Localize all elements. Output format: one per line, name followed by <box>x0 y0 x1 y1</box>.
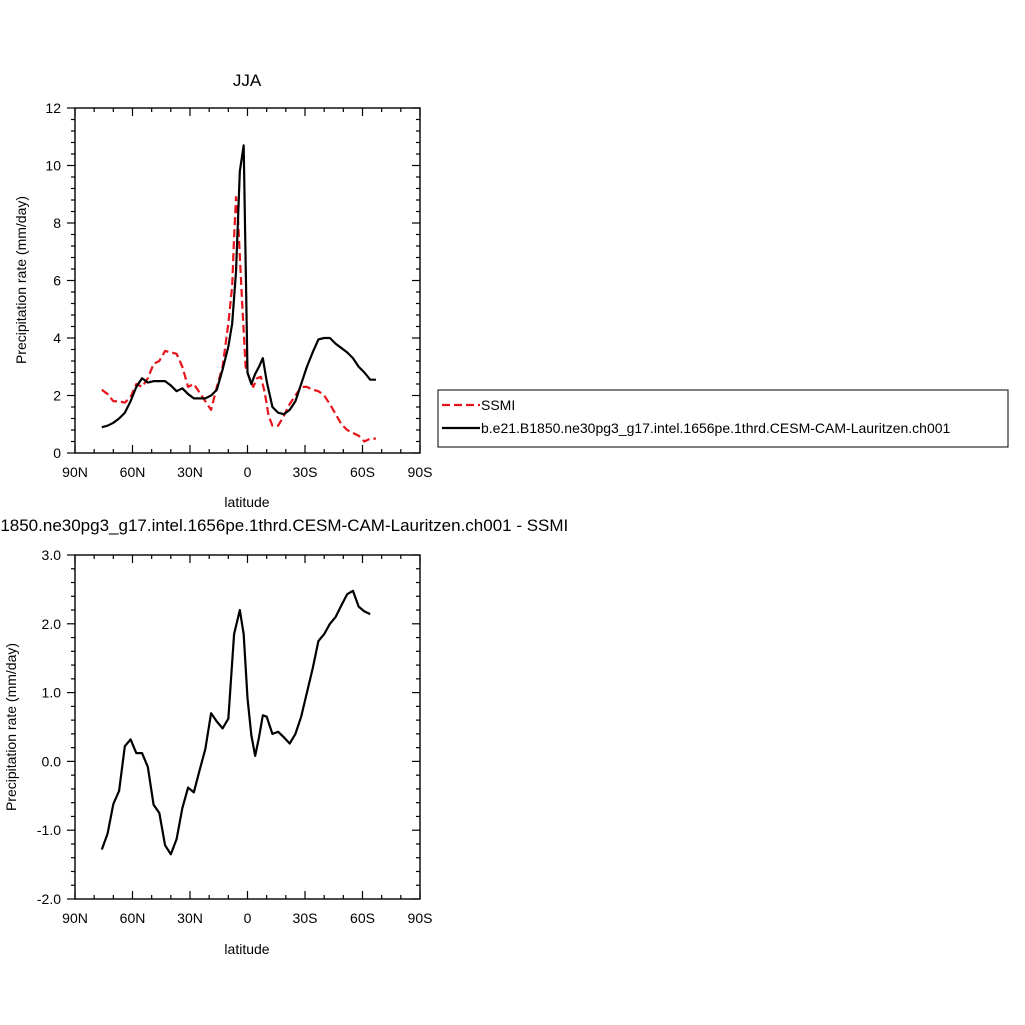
top-y-tick-label: 0 <box>53 445 61 461</box>
bottom-y-tick-label: 1.0 <box>42 685 62 701</box>
top-y-tick-label: 12 <box>45 100 61 116</box>
top-y-axis-label: Precipitation rate (mm/day) <box>13 196 29 364</box>
legend-model-label: b.e21.B1850.ne30pg3_g17.intel.1656pe.1th… <box>481 420 951 436</box>
bottom-x-tick-label: 30S <box>293 910 318 926</box>
legend-box <box>437 389 1009 448</box>
bottom-y-tick-label: 3.0 <box>42 547 62 563</box>
bottom-chart-title: b.e21.B1850.ne30pg3_g17.intel.1656pe.1th… <box>0 516 568 535</box>
bottom-x-tick-label: 60N <box>120 910 146 926</box>
legend: SSMI b.e21.B1850.ne30pg3_g17.intel.1656p… <box>437 389 1009 448</box>
bottom-y-tick-label: 0.0 <box>42 753 62 769</box>
bottom-x-tick-label: 60S <box>350 910 375 926</box>
top-y-tick-label: 10 <box>45 158 61 174</box>
bottom-x-axis-label: latitude <box>224 941 269 957</box>
top-series-line-model <box>101 144 376 429</box>
panel-top: JJA 90N 60N 30N 0 30S 60S 90S 0 2 4 6 8 10 12 latitud… <box>13 71 432 510</box>
bottom-x-tick-label: 30N <box>177 910 203 926</box>
top-x-tick-label: 90N <box>62 464 88 480</box>
top-y-tick-label: 4 <box>53 330 61 346</box>
top-y-tick-label: 8 <box>53 215 61 231</box>
bottom-y-axis-label: Precipitation rate (mm/day) <box>3 643 19 811</box>
bottom-y-tick-label: 2.0 <box>42 616 62 632</box>
top-chart-title: JJA <box>233 71 262 90</box>
top-x-tick-label: 60N <box>120 464 146 480</box>
bottom-plot-frame <box>74 554 421 900</box>
top-x-tick-label: 30N <box>177 464 203 480</box>
top-y-tick-label: 2 <box>53 388 61 404</box>
bottom-x-tick-label: 90S <box>408 910 433 926</box>
legend-ssmi-label: SSMI <box>481 397 515 413</box>
bottom-x-tick-label: 0 <box>244 910 252 926</box>
top-plot-area: 90N 60N 30N 0 30S 60S 90S 0 2 4 6 8 10 12 <box>45 100 432 480</box>
bottom-plot-area: 90N 60N 30N 0 30S 60S 90S -2.0 -1.0 0.0 1.0 2.0 3.0 <box>37 547 433 926</box>
top-series-line-ssmi <box>101 196 376 443</box>
bottom-y-tick-label: -1.0 <box>37 822 61 838</box>
top-x-tick-label: 0 <box>244 464 252 480</box>
top-x-tick-label: 30S <box>293 464 318 480</box>
bottom-y-tick-label: -2.0 <box>37 891 61 907</box>
panel-bottom: b.e21.B1850.ne30pg3_g17.intel.1656pe.1th… <box>0 516 568 957</box>
top-x-tick-label: 60S <box>350 464 375 480</box>
top-y-tick-label: 6 <box>53 273 61 289</box>
top-x-axis-label: latitude <box>224 494 269 510</box>
bottom-x-tick-label: 90N <box>62 910 88 926</box>
bottom-series-line-model <box>100 589 371 856</box>
top-x-tick-label: 90S <box>408 464 433 480</box>
